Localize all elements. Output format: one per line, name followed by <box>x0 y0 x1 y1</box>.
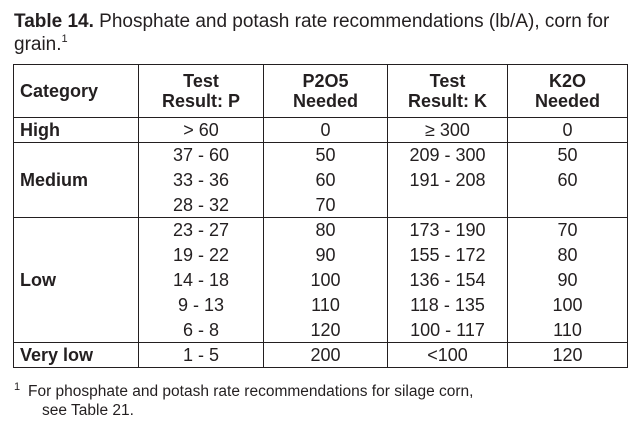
category-cell: Very low <box>13 342 139 368</box>
header-k2o-line1: K2O <box>548 71 586 91</box>
test-p-cell: 6 - 8 <box>138 317 264 343</box>
header-p2o5-needed: P2O5 Needed <box>263 64 388 118</box>
p2o5-cell: 110 <box>263 292 388 318</box>
header-p2o5-line1: P2O5 <box>302 71 349 91</box>
test-k-cell: 100 - 117 <box>387 317 508 343</box>
table-number: Table 14. <box>14 11 94 32</box>
header-test-p-line1: Test <box>183 71 219 91</box>
footnote-line-1: For phosphate and potash rate recommenda… <box>28 383 474 400</box>
header-test-k-line1: Test <box>429 71 466 91</box>
p2o5-cell: 100 <box>263 267 388 293</box>
header-test-result-p: Test Result: P <box>138 64 264 118</box>
p2o5-cell: 200 <box>263 342 388 368</box>
table-row: 33 - 36 60 191 - 208 60 <box>14 167 628 193</box>
category-cell: Medium <box>13 142 139 218</box>
test-p-cell: > 60 <box>138 117 264 143</box>
test-k-cell: ≥ 300 <box>387 117 508 143</box>
k2o-cell: 90 <box>507 267 628 293</box>
p2o5-cell: 90 <box>263 242 388 268</box>
test-k-cell: 209 - 300 <box>387 142 508 168</box>
header-p2o5-line2: Needed <box>292 91 359 111</box>
p2o5-cell: 80 <box>263 217 388 243</box>
table-row: 9 - 13 110 118 - 135 100 <box>14 292 628 318</box>
k2o-cell: 120 <box>507 342 628 368</box>
table-footnote: 1 For phosphate and potash rate recommen… <box>14 381 614 420</box>
test-p-cell: 28 - 32 <box>138 192 264 218</box>
header-test-result-k: Test Result: K <box>387 64 508 118</box>
test-p-cell: 33 - 36 <box>138 167 264 193</box>
caption-footnote-marker: 1 <box>61 33 68 45</box>
test-k-cell: 173 - 190 <box>387 217 508 243</box>
p2o5-cell: 60 <box>263 167 388 193</box>
k2o-cell: 70 <box>507 217 628 243</box>
header-test-p-line2: Result: P <box>161 91 240 111</box>
test-k-cell: 118 - 135 <box>387 292 508 318</box>
k2o-cell: 80 <box>507 242 628 268</box>
test-p-cell: 23 - 27 <box>138 217 264 243</box>
test-k-cell: 136 - 154 <box>387 267 508 293</box>
k2o-cell: 60 <box>507 167 628 193</box>
test-p-cell: 19 - 22 <box>138 242 264 268</box>
table-row: 6 - 8 120 100 - 117 110 <box>14 317 628 343</box>
k2o-cell: 110 <box>507 317 628 343</box>
test-p-cell: 37 - 60 <box>138 142 264 168</box>
test-k-cell <box>387 192 508 218</box>
test-p-cell: 1 - 5 <box>138 342 264 368</box>
table-row: 14 - 18 100 136 - 154 90 <box>14 267 628 293</box>
footnote-line-2: see Table 21. <box>42 402 134 419</box>
test-k-cell: 155 - 172 <box>387 242 508 268</box>
test-k-cell: 191 - 208 <box>387 167 508 193</box>
table-row: 19 - 22 90 155 - 172 80 <box>14 242 628 268</box>
p2o5-cell: 120 <box>263 317 388 343</box>
k2o-cell: 0 <box>507 117 628 143</box>
header-row: Category Test Result: P P2O5 Needed Test Re… <box>13 64 628 118</box>
test-p-cell: 14 - 18 <box>138 267 264 293</box>
table-caption: Table 14. Phosphate and potash rate reco… <box>14 10 626 56</box>
table-row: Very low 1 - 5 200 <100 120 <box>13 342 628 368</box>
header-k2o-needed: K2O Needed <box>507 64 628 118</box>
header-category: Category <box>13 64 139 118</box>
category-cell: High <box>13 117 139 143</box>
category-cell: Low <box>13 217 139 343</box>
p2o5-cell: 0 <box>263 117 388 143</box>
table-row: High > 60 0 ≥ 300 0 <box>13 117 628 143</box>
p2o5-cell: 50 <box>263 142 388 168</box>
table-row: Low 23 - 27 80 173 - 190 70 <box>13 217 628 343</box>
k2o-cell: 50 <box>507 142 628 168</box>
p2o5-cell: 70 <box>263 192 388 218</box>
header-k2o-line2: Needed <box>534 91 601 111</box>
k2o-cell <box>507 192 628 218</box>
table-row: Medium 37 - 60 50 209 - 300 50 <box>13 142 628 218</box>
k2o-cell: 100 <box>507 292 628 318</box>
test-k-cell: <100 <box>387 342 508 368</box>
footnote-marker: 1 <box>14 381 21 393</box>
recommendation-table: Category Test Result: P P2O5 Needed Test Re… <box>13 64 628 368</box>
caption-text: Phosphate and potash rate recommendation… <box>14 11 610 55</box>
header-test-k-line2: Result: K <box>407 91 487 111</box>
test-p-cell: 9 - 13 <box>138 292 264 318</box>
